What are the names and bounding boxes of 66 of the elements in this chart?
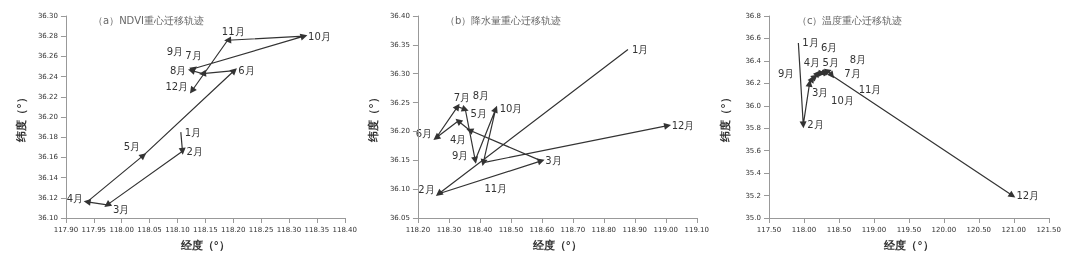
point <box>663 122 672 130</box>
annotation: 8月 <box>170 65 187 77</box>
annotation: 3月 <box>113 204 130 216</box>
point <box>491 105 498 114</box>
chart-title: （c）温度重心迁移轨迹 <box>797 14 903 26</box>
point <box>813 70 821 79</box>
x-axis-title: 经度（°） <box>179 239 231 252</box>
annotation: 4月 <box>449 133 467 145</box>
annotation: 11月 <box>484 182 508 194</box>
point <box>827 70 835 79</box>
y-axis-title: 纬度（°） <box>719 92 732 143</box>
point <box>455 118 464 126</box>
annotation: 10月 <box>831 95 854 107</box>
x-axis-title: 经度（°） <box>883 239 934 252</box>
annotation: 3月 <box>545 155 562 167</box>
point <box>799 121 807 129</box>
point <box>104 199 113 207</box>
annotation: 6月 <box>238 65 255 77</box>
annotation: 7月 <box>453 91 471 103</box>
point <box>229 68 237 76</box>
point <box>138 153 147 161</box>
annotation: 1月 <box>802 37 819 49</box>
point <box>471 156 479 164</box>
annotation: 12月 <box>671 120 695 132</box>
point <box>435 188 444 196</box>
chart-title: （a）NDVI重心迁移轨迹 <box>93 14 204 26</box>
annotation: 10月 <box>308 30 331 42</box>
annotation: 12月 <box>1016 190 1040 202</box>
annotation: 1月 <box>184 126 202 138</box>
point <box>460 105 469 112</box>
point <box>433 132 442 140</box>
annotation: 7月 <box>844 67 861 79</box>
annotation: 11月 <box>221 25 245 37</box>
annotation: 10月 <box>499 103 523 115</box>
point <box>480 158 488 166</box>
annotation: 9月 <box>778 67 795 79</box>
annotation: 5月 <box>822 56 839 68</box>
y-axis-title: 纬度（°） <box>367 92 380 143</box>
annotation: 3月 <box>811 87 829 99</box>
annotation: 9月 <box>452 149 469 161</box>
annotation: 5月 <box>123 140 141 152</box>
point <box>299 33 308 41</box>
annotation: 4月 <box>803 57 821 69</box>
annotation: 6月 <box>821 41 838 53</box>
annotation: 2月 <box>418 184 435 196</box>
annotation: 9月 <box>166 46 184 58</box>
annotation: 5月 <box>470 107 487 119</box>
y-axis-title: 纬度（°） <box>15 92 28 143</box>
point <box>199 69 207 77</box>
point <box>466 128 475 135</box>
annotation: 8月 <box>472 89 490 101</box>
annotation: 4月 <box>66 192 84 204</box>
annotation: 2月 <box>186 145 203 157</box>
point <box>189 85 197 94</box>
annotation: 12月 <box>165 81 189 93</box>
annotation: 1月 <box>631 43 649 55</box>
point <box>83 198 92 206</box>
point <box>536 158 545 166</box>
annotation: 11月 <box>858 83 882 95</box>
annotation: 8月 <box>849 54 867 66</box>
annotation: 2月 <box>807 119 824 131</box>
point <box>224 36 232 44</box>
annotation: 7月 <box>185 49 202 61</box>
point <box>452 103 460 112</box>
x-axis-title: 经度（°） <box>531 239 583 252</box>
chart-title: （b）降水量重心迁移轨迹 <box>445 14 562 26</box>
